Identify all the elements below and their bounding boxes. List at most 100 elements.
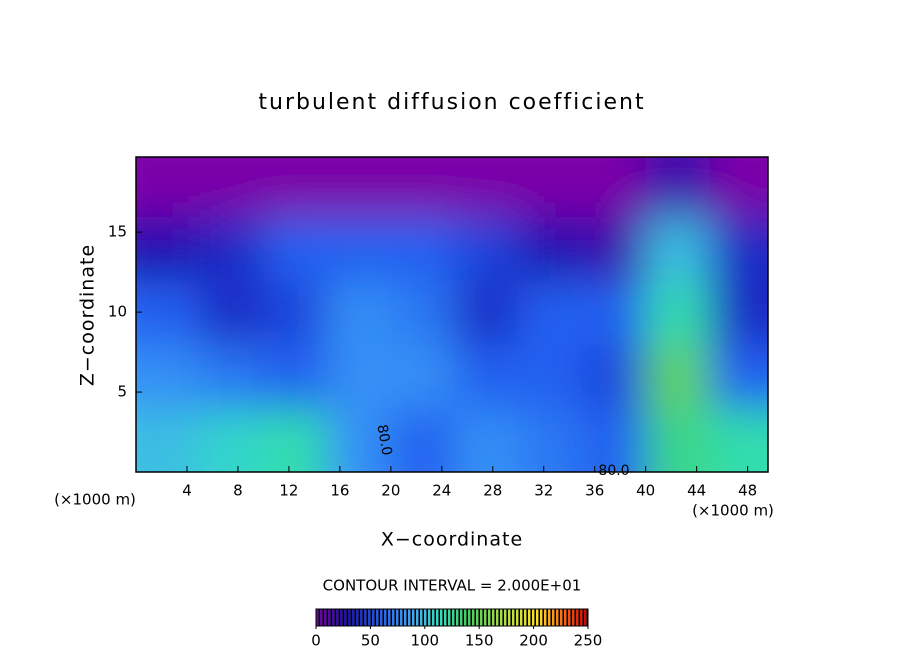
colorbar-stripe	[424, 609, 427, 626]
colorbar-gap	[446, 609, 448, 626]
colorbar-stripe	[392, 609, 395, 626]
colorbar-gap	[586, 609, 588, 626]
colorbar-gap	[318, 609, 320, 626]
colorbar-gap	[482, 609, 484, 626]
field-cell	[327, 408, 392, 472]
colorbar-gap	[350, 609, 352, 626]
y-tick-label: 10	[108, 303, 127, 321]
colorbar-gap	[494, 609, 496, 626]
field-cell	[136, 408, 201, 472]
field-cell	[581, 280, 647, 346]
colorbar-stripe	[400, 609, 403, 626]
colorbar-gap	[502, 609, 504, 626]
colorbar-stripe	[336, 609, 339, 626]
colorbar-gap	[390, 609, 392, 626]
colorbar-gap	[410, 609, 412, 626]
colorbar-gap	[474, 609, 476, 626]
colorbar-gap	[342, 609, 344, 626]
field-cell	[199, 408, 265, 472]
colorbar-stripe	[456, 609, 459, 626]
field-cell	[263, 216, 329, 282]
colorbar-stripe	[364, 609, 367, 626]
colorbar-stripe	[484, 609, 487, 626]
y-axis-title: Z−coordinate	[77, 244, 99, 386]
field-cell	[709, 216, 768, 282]
field-cell	[454, 408, 520, 472]
colorbar-gap	[462, 609, 464, 626]
colorbar-stripe	[444, 609, 447, 626]
colorbar-gap	[550, 609, 552, 626]
y-tick-label: 15	[108, 223, 127, 241]
colorbar-tick-label: 150	[465, 632, 494, 650]
colorbar-gap	[414, 609, 416, 626]
colorbar-gap	[534, 609, 536, 626]
colorbar-gap	[582, 609, 584, 626]
field-cell	[136, 157, 201, 218]
colorbar-stripe	[380, 609, 383, 626]
colorbar-gap	[438, 609, 440, 626]
colorbar-tick-label: 0	[311, 632, 321, 650]
colorbar-stripe	[320, 609, 323, 626]
colorbar-stripe	[528, 609, 531, 626]
contour-label: 80.0	[598, 463, 629, 479]
colorbar-gap	[330, 609, 332, 626]
colorbar-gap	[578, 609, 580, 626]
field-cell	[581, 408, 647, 472]
colorbar-gap	[366, 609, 368, 626]
field-cell	[581, 157, 647, 218]
colorbar-gap	[346, 609, 348, 626]
colorbar-stripe	[360, 609, 363, 626]
colorbar-stripe	[408, 609, 411, 626]
colorbar-stripe	[396, 609, 399, 626]
colorbar-stripe	[448, 609, 451, 626]
colorbar-gap	[486, 609, 488, 626]
colorbar-gap	[326, 609, 328, 626]
colorbar-gap	[574, 609, 576, 626]
field-cell	[263, 344, 329, 410]
colorbar-stripe	[580, 609, 583, 626]
field-cell	[263, 408, 329, 472]
colorbar-stripe	[504, 609, 507, 626]
colorbar-tick-label: 200	[519, 632, 548, 650]
colorbar-gap	[370, 609, 372, 626]
field-cell	[709, 157, 768, 218]
field-cell	[709, 280, 768, 346]
colorbar-gap	[378, 609, 380, 626]
colorbar-stripe	[356, 609, 359, 626]
colorbar-stripe	[452, 609, 455, 626]
field-cell	[454, 280, 520, 346]
colorbar-stripe	[344, 609, 347, 626]
field-cell	[199, 280, 265, 346]
x-tick-label: 8	[233, 482, 243, 500]
colorbar-stripe	[524, 609, 527, 626]
colorbar-gap	[334, 609, 336, 626]
colorbar-gap	[394, 609, 396, 626]
chart-title: turbulent diffusion coefficient	[258, 90, 645, 115]
colorbar-gap	[430, 609, 432, 626]
field-cell	[390, 157, 456, 218]
colorbar-gap	[358, 609, 360, 626]
colorbar-stripe	[540, 609, 543, 626]
x-tick-label: 32	[534, 482, 553, 500]
field-cell	[390, 216, 456, 282]
colorbar-gap	[450, 609, 452, 626]
colorbar-gap	[506, 609, 508, 626]
colorbar-stripe	[436, 609, 439, 626]
field-cell	[263, 157, 329, 218]
colorbar-gap	[442, 609, 444, 626]
colorbar-stripe	[440, 609, 443, 626]
colorbar-gap	[558, 609, 560, 626]
colorbar-gap	[362, 609, 364, 626]
colorbar-gap	[554, 609, 556, 626]
colorbar-gap	[354, 609, 356, 626]
colorbar-gap	[526, 609, 528, 626]
field-cell	[581, 216, 647, 282]
colorbar-stripe	[460, 609, 463, 626]
field-cell	[199, 157, 265, 218]
colorbar-gap	[478, 609, 480, 626]
field-cell	[390, 344, 456, 410]
field-cell	[518, 344, 583, 410]
x-tick-label: 4	[182, 482, 192, 500]
colorbar-gap	[458, 609, 460, 626]
field-cell	[454, 157, 520, 218]
